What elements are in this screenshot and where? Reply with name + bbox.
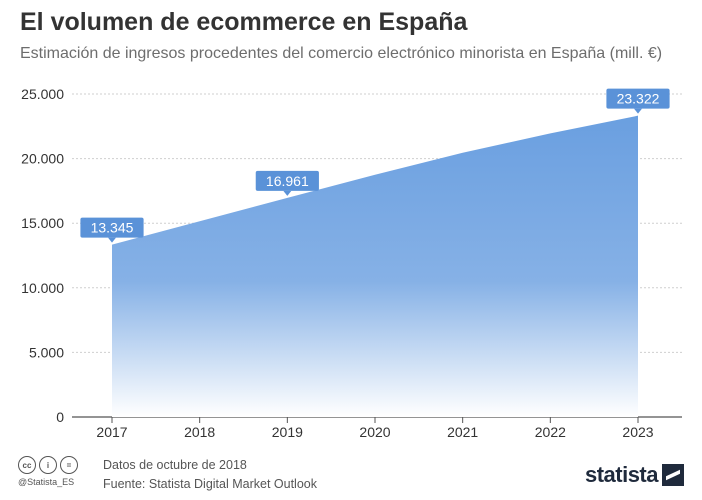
note-date: Datos de octubre de 2018 — [103, 458, 247, 472]
data-label-pointer — [283, 190, 292, 196]
data-label-text: 16.961 — [266, 173, 309, 189]
data-label: 23.322 — [606, 88, 670, 114]
y-tick-label: 25.000 — [21, 86, 64, 102]
data-label: 13.345 — [80, 217, 144, 243]
x-tick-label: 2019 — [272, 424, 303, 440]
data-label-box — [80, 217, 144, 238]
area-series-path — [112, 115, 638, 418]
statista-logo[interactable]: statista — [585, 462, 684, 488]
note-source: Fuente: Statista Digital Market Outlook — [103, 477, 317, 491]
brand-name: statista — [584, 462, 659, 487]
y-tick-label: 10.000 — [21, 280, 64, 296]
license-block: cc i = @Statista_ES — [18, 456, 78, 487]
x-tick-label: 2020 — [359, 424, 390, 440]
chart-subtitle: Estimación de ingresos procedentes del c… — [20, 45, 663, 62]
y-tick-label: 20.000 — [21, 151, 64, 167]
x-tick-label: 2022 — [535, 424, 566, 440]
area-series — [112, 115, 638, 418]
attribution-icon[interactable]: i — [39, 456, 57, 474]
x-tick-label: 2023 — [622, 424, 653, 440]
creative-commons-icon[interactable]: cc — [18, 456, 36, 474]
data-label-pointer — [108, 237, 116, 243]
chart-title: El volumen de ecommerce en España — [20, 8, 468, 36]
data-label: 16.961 — [255, 170, 319, 196]
x-tick-label: 2018 — [184, 424, 215, 440]
y-tick-label: 15.000 — [21, 215, 64, 231]
no-derivatives-icon[interactable]: = — [60, 456, 78, 474]
y-tick-label: 0 — [56, 409, 64, 425]
data-labels: 13.345 16.961 23.322 — [80, 88, 670, 243]
data-label-text: 13.345 — [91, 220, 134, 236]
x-tick-label: 2017 — [96, 424, 127, 440]
source-notes: Datos de octubre de 2018 Fuente: Statist… — [103, 456, 317, 494]
data-label-pointer — [634, 108, 642, 114]
y-tick-label: 5.000 — [29, 344, 64, 360]
data-label-box — [255, 170, 319, 191]
y-axis-ticks: 0 5.000 10.000 15.000 20.000 25.000 — [21, 86, 64, 425]
data-label-box — [606, 88, 670, 109]
statista-mark-icon — [662, 464, 684, 486]
x-axis-ticks: 2017 2018 2019 2020 2021 2022 2023 — [96, 417, 654, 440]
x-tick-label: 2021 — [447, 424, 478, 440]
social-handle[interactable]: @Statista_ES — [18, 477, 75, 487]
data-label-text: 23.322 — [617, 91, 660, 107]
